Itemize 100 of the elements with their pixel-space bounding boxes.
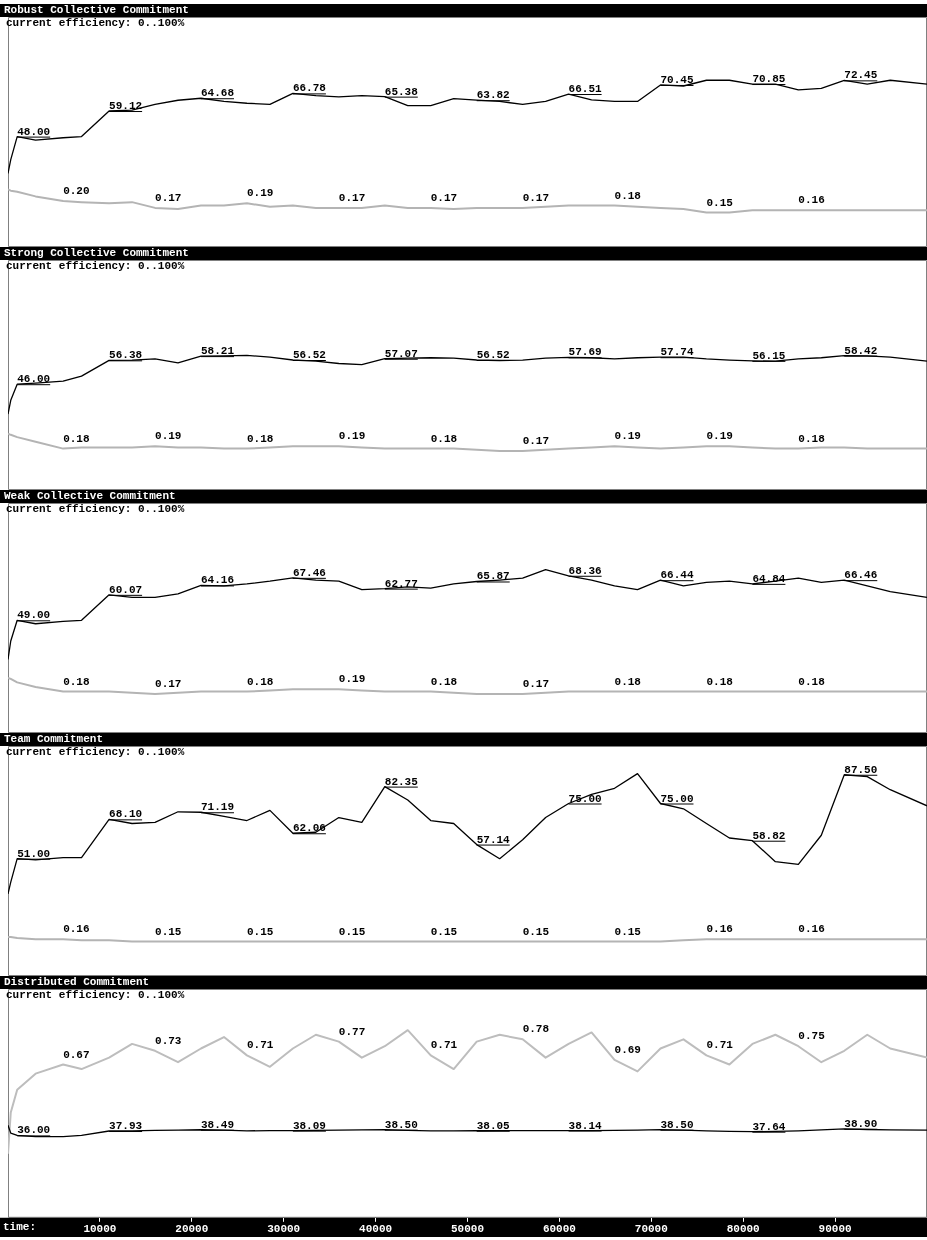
data-label: 63.82 (476, 89, 510, 102)
data-label: 48.00 (17, 125, 51, 138)
data-label: 56.38 (109, 349, 143, 362)
x-tick-label: 70000 (634, 1223, 668, 1236)
data-label: 70.85 (752, 73, 786, 86)
data-label: 66.46 (844, 569, 878, 582)
data-label: 0.15 (338, 925, 366, 938)
chart-subtitle: current efficiency: 0..100% (6, 746, 185, 758)
chart-subtitle: current efficiency: 0..100% (6, 260, 185, 272)
data-label: 0.16 (798, 923, 825, 936)
data-label: 58.82 (752, 829, 786, 842)
data-label: 0.67 (63, 1048, 90, 1061)
data-label: 0.19 (614, 430, 641, 443)
data-label: 65.87 (476, 570, 510, 583)
data-label: 0.17 (430, 191, 458, 204)
data-label: 58.21 (200, 345, 235, 358)
data-label: 0.15 (706, 196, 734, 209)
data-label: 0.18 (798, 432, 826, 445)
data-label: 57.69 (568, 346, 602, 359)
data-label: 56.15 (752, 349, 786, 362)
data-label: 0.18 (614, 675, 642, 688)
data-label: 46.00 (17, 373, 51, 386)
data-label: 66.44 (660, 569, 694, 582)
chart-title: Weak Collective Commitment (0, 490, 927, 503)
data-label: 0.19 (706, 430, 733, 443)
data-label: 0.17 (338, 191, 366, 204)
x-tick-label: 90000 (818, 1223, 852, 1236)
data-label: 38.50 (384, 1118, 418, 1131)
data-label: 0.18 (798, 675, 826, 688)
chart-title: Team Commitment (0, 733, 927, 746)
data-label: 56.52 (292, 349, 326, 361)
data-label: 66.51 (568, 83, 602, 96)
data-label: 0.17 (522, 191, 550, 204)
data-label: 37.64 (752, 1120, 786, 1133)
data-label: 60.07 (109, 583, 143, 596)
data-label: 0.18 (63, 432, 90, 445)
data-label: 57.14 (476, 833, 511, 846)
x-tick-label: 30000 (267, 1223, 301, 1236)
data-label: 0.15 (430, 925, 458, 938)
data-label: 64.68 (200, 87, 235, 100)
data-label: 0.15 (522, 925, 550, 938)
data-label: 0.17 (522, 434, 550, 447)
data-label: 51.00 (17, 847, 51, 860)
data-label: 0.15 (155, 925, 182, 938)
chart-title: Distributed Commitment (0, 976, 927, 989)
data-label: 57.07 (384, 347, 418, 360)
data-label: 37.93 (109, 1120, 143, 1133)
data-label: 0.69 (614, 1043, 641, 1056)
data-label: 0.16 (706, 923, 733, 936)
chart-subtitle: current efficiency: 0..100% (6, 17, 185, 29)
data-label: 0.75 (798, 1030, 826, 1043)
data-label: 38.50 (660, 1118, 694, 1131)
data-label: 0.19 (338, 673, 366, 686)
data-label: 59.12 (109, 100, 143, 113)
data-label: 75.00 (660, 792, 694, 805)
data-label: 71.19 (200, 801, 235, 814)
x-axis-title: time: (3, 1221, 37, 1234)
data-label: 56.52 (476, 349, 510, 361)
data-label: 0.15 (246, 925, 274, 938)
data-label: 0.18 (430, 432, 458, 445)
data-label: 0.18 (246, 675, 274, 688)
data-label: 38.05 (476, 1119, 511, 1132)
data-label: 36.00 (17, 1124, 51, 1137)
data-label: 0.15 (614, 925, 642, 938)
data-label: 0.17 (155, 677, 182, 690)
data-label: 70.45 (660, 73, 694, 86)
data-label: 38.14 (568, 1119, 602, 1132)
data-label: 38.09 (292, 1119, 326, 1132)
data-label: 0.16 (798, 194, 825, 207)
data-label: 0.17 (522, 677, 550, 690)
chart-title: Strong Collective Commitment (0, 247, 927, 260)
data-label: 0.71 (706, 1039, 734, 1052)
data-label: 64.16 (200, 574, 235, 587)
data-label: 0.17 (155, 191, 182, 204)
data-label: 0.19 (246, 187, 274, 200)
x-tick-label: 80000 (726, 1223, 760, 1236)
x-tick-label: 60000 (542, 1223, 576, 1236)
data-label: 0.71 (246, 1039, 274, 1052)
data-label: 87.50 (844, 763, 878, 776)
x-tick-label: 20000 (175, 1223, 209, 1236)
data-label: 0.20 (63, 185, 90, 197)
x-tick-label: 40000 (359, 1223, 393, 1236)
data-label: 0.18 (63, 675, 90, 688)
chart-subtitle: current efficiency: 0..100% (6, 989, 185, 1001)
data-label: 49.00 (17, 609, 51, 622)
data-label: 82.35 (384, 775, 419, 788)
data-label: 64.84 (752, 572, 786, 585)
data-label: 0.19 (338, 430, 366, 443)
data-label: 66.78 (292, 82, 327, 95)
x-tick-label: 50000 (450, 1223, 485, 1236)
data-label: 0.78 (522, 1023, 550, 1036)
data-label: 57.74 (660, 346, 694, 359)
data-label: 65.38 (384, 85, 419, 98)
data-label: 0.18 (614, 189, 642, 202)
data-label: 62.77 (384, 577, 418, 590)
data-label: 0.18 (246, 432, 274, 445)
data-label: 0.73 (155, 1034, 182, 1047)
data-label: 68.10 (109, 808, 143, 821)
chart-subtitle: current efficiency: 0..100% (6, 503, 185, 515)
data-label: 68.36 (568, 564, 602, 577)
